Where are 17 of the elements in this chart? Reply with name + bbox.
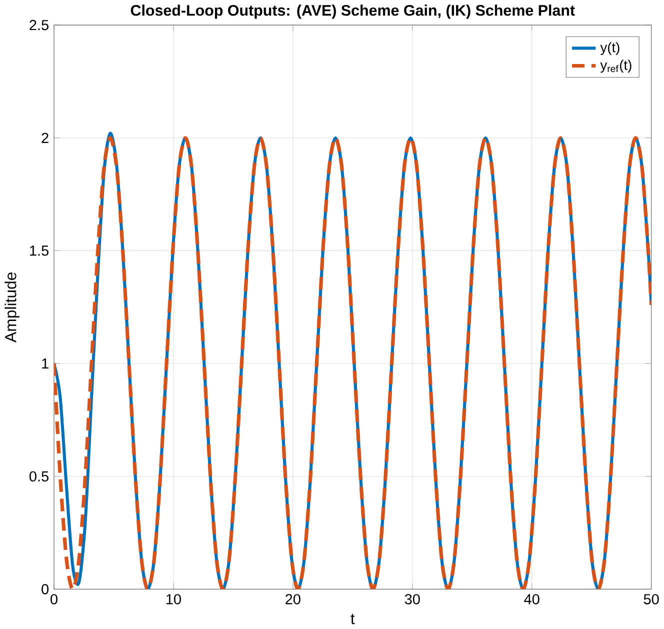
y-tick-label: 1 <box>42 358 48 369</box>
x-tick-label: 30 <box>404 594 420 604</box>
y-tick-label: 0 <box>42 584 49 594</box>
chart-title: Closed-Loop Outputs: (AVE) Scheme Gain, (IK) Scheme Plant <box>130 4 575 19</box>
y-axis-title: Amplitude <box>4 272 20 343</box>
legend-label: y$_{ref}$(t) <box>600 60 632 73</box>
y-tick-label: 2.5 <box>30 20 48 30</box>
x-tick-label: 50 <box>644 594 659 604</box>
x-tick-label: 0 <box>50 594 58 604</box>
y-tick-label: 2 <box>42 132 48 144</box>
x-tick-label: 10 <box>166 594 181 604</box>
y-tick-label: 0.5 <box>29 471 48 482</box>
x-tick-label: 40 <box>524 594 540 604</box>
legend-label: y(t) <box>600 42 620 56</box>
x-axis-title: t <box>350 614 355 624</box>
y-tick-label: 1.5 <box>30 246 48 256</box>
x-tick-label: 20 <box>286 594 300 604</box>
